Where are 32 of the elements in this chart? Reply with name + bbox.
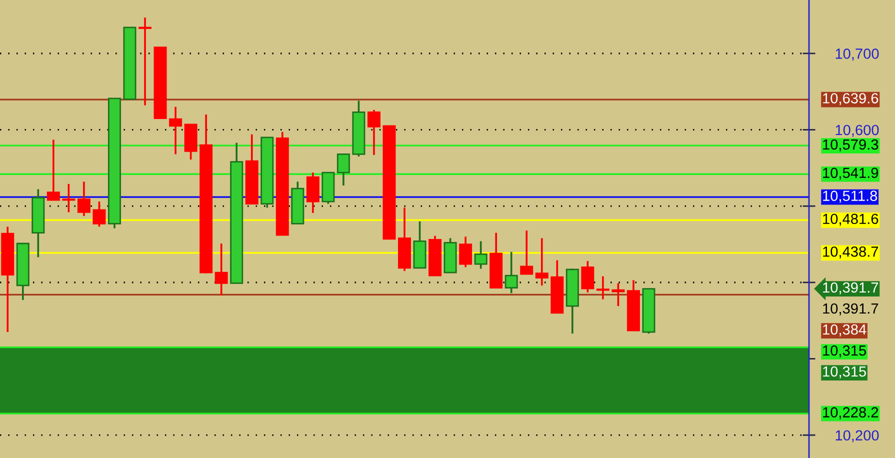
candlestick [612, 282, 625, 307]
ref-line-label: 10,579.3 [823, 139, 878, 152]
candlestick [367, 109, 380, 156]
candlestick [504, 250, 518, 294]
candlestick [474, 240, 488, 270]
candlestick [46, 138, 60, 201]
candlestick [138, 16, 152, 106]
candlestick [535, 237, 548, 286]
ref-line-label: 10,541.9 [823, 168, 878, 180]
band-label: 10,315 [823, 366, 866, 378]
y-tick-label: 10,600 [836, 124, 879, 137]
candlestick [581, 260, 594, 294]
candlestick [520, 230, 534, 275]
candlestick [169, 106, 182, 156]
ref-line-label: 10,384 [823, 324, 866, 336]
candlestick [336, 153, 350, 186]
ref-line-label: 10,228.2 [823, 407, 878, 420]
ref-line-label: 10,511.8 [823, 190, 878, 203]
ref-line-label: 10,481.6 [823, 214, 878, 226]
candlestick [459, 236, 472, 268]
text: 10,391.7 [823, 282, 878, 294]
y-tick-label: 10,700 [836, 48, 879, 61]
candlestick [62, 183, 76, 214]
ref-line-label: 10,438.7 [823, 246, 878, 259]
y-tick-label: 10,200 [836, 430, 879, 442]
candlestick [596, 275, 610, 300]
candlestick [214, 242, 228, 296]
ref-line-label: 10,639.6 [823, 93, 878, 106]
text: 10,391.7 [823, 303, 878, 316]
ref-line-label: 10,315 [823, 345, 866, 358]
candlestick [77, 180, 90, 217]
candlestick [92, 200, 106, 228]
